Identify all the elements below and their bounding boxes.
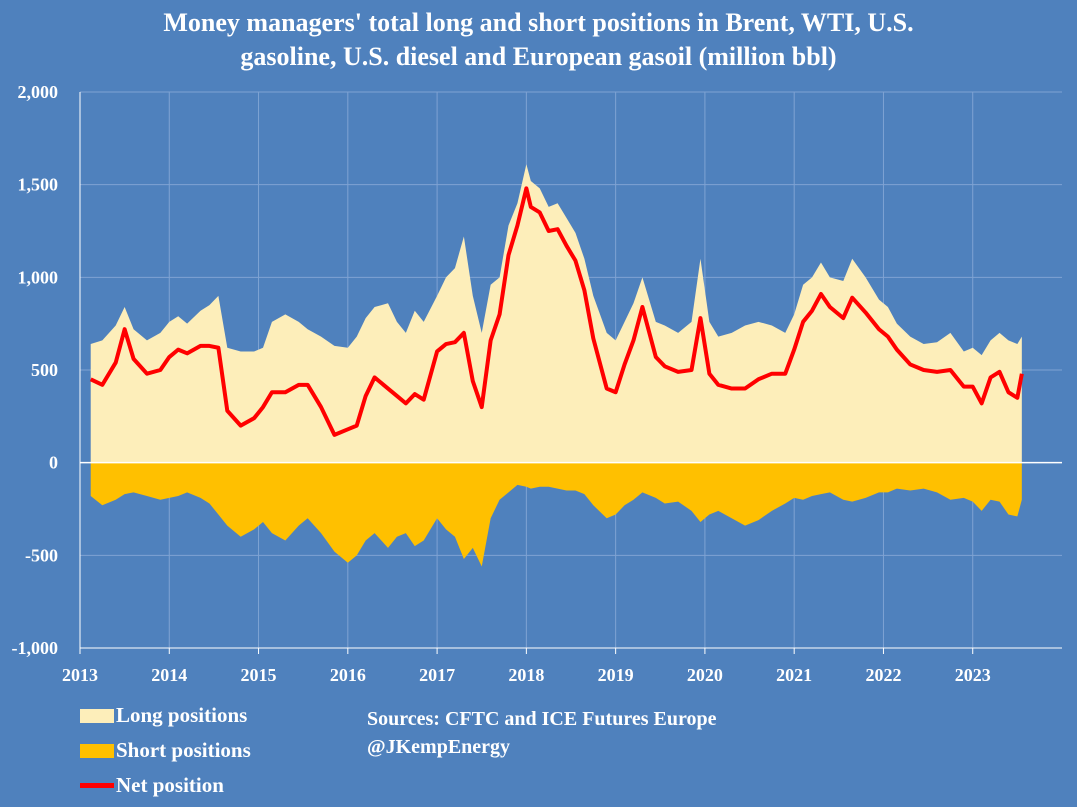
area-series bbox=[90, 164, 1022, 567]
y-tick-label: 0 bbox=[49, 453, 58, 473]
legend-short-label: Short positions bbox=[116, 738, 251, 762]
legend-net-swatch bbox=[80, 783, 114, 788]
x-tick-label: 2013 bbox=[62, 665, 98, 685]
legend-short-swatch bbox=[80, 743, 114, 758]
chart-title-line-2: gasoline, U.S. diesel and European gasoi… bbox=[240, 42, 837, 71]
x-tick-label: 2021 bbox=[776, 665, 812, 685]
x-tick-label: 2023 bbox=[955, 665, 991, 685]
x-tick-label: 2022 bbox=[865, 665, 901, 685]
line-series bbox=[89, 186, 1024, 437]
x-tick-label: 2014 bbox=[151, 665, 187, 685]
series-net-position-line bbox=[89, 186, 1024, 437]
x-tick-label: 2019 bbox=[598, 665, 634, 685]
y-tick-label: 2,000 bbox=[18, 82, 59, 102]
legend-long-swatch bbox=[80, 708, 114, 723]
y-tick-label: -1,000 bbox=[12, 638, 59, 658]
y-tick-label: -500 bbox=[25, 545, 58, 565]
x-tick-label: 2018 bbox=[508, 665, 544, 685]
legend-short: Short positions bbox=[80, 738, 251, 763]
sources-text: Sources: CFTC and ICE Futures Europe bbox=[367, 708, 717, 730]
y-tick-label: 1,000 bbox=[18, 267, 59, 287]
x-tick-label: 2017 bbox=[419, 665, 455, 685]
legend-long-label: Long positions bbox=[116, 703, 248, 727]
author-handle: @JKempEnergy bbox=[367, 736, 511, 758]
legend-net-label: Net position bbox=[116, 773, 224, 797]
legend-long: Long positions bbox=[80, 703, 247, 728]
chart-title-line-1: Money managers' total long and short pos… bbox=[163, 8, 914, 37]
y-tick-label: 500 bbox=[31, 360, 58, 380]
legend-net: Net position bbox=[80, 773, 224, 798]
series-long-positions-area bbox=[90, 164, 1022, 463]
y-tick-labels: -1,000 -500 0 500 1,000 1,500 2,000 bbox=[12, 82, 59, 658]
x-tick-label: 2020 bbox=[687, 665, 723, 685]
x-tick-label: 2015 bbox=[241, 665, 277, 685]
y-tick-label: 1,500 bbox=[18, 175, 59, 195]
series-short-positions-area bbox=[90, 462, 1022, 567]
axes bbox=[79, 92, 1062, 654]
x-tick-labels: 2013 2014 2015 2016 2017 2018 2019 2020 2021 2022… bbox=[62, 665, 991, 685]
x-tick-label: 2016 bbox=[330, 665, 366, 685]
